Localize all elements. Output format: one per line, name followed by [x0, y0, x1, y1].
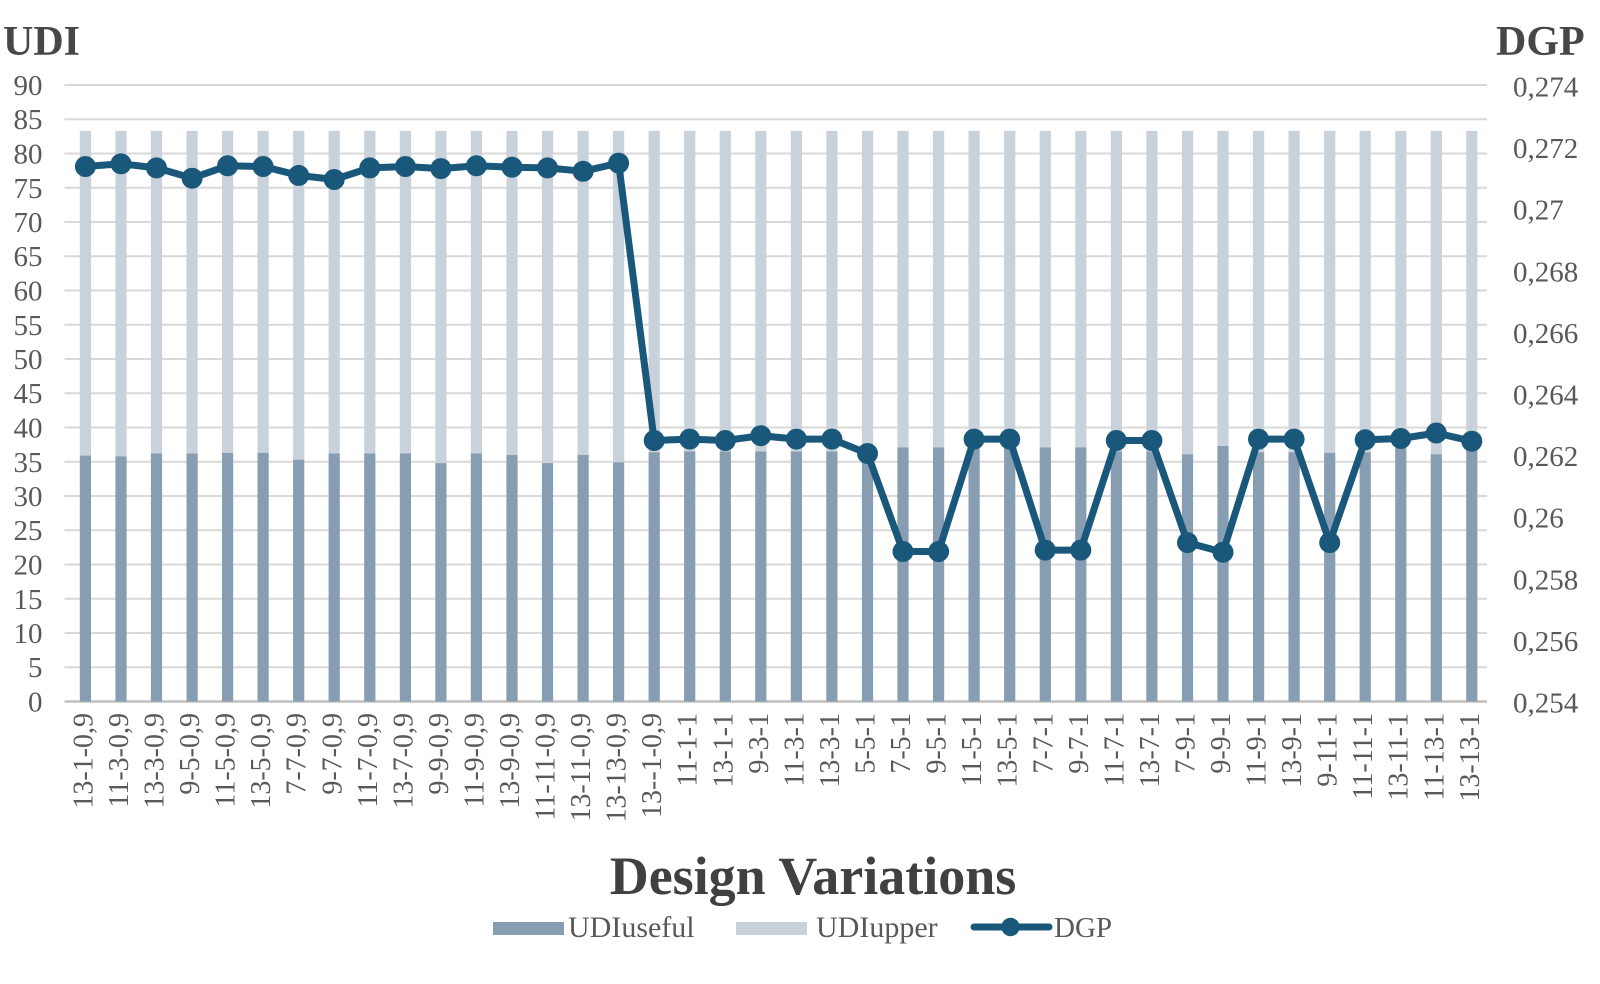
svg-text:85: 85: [14, 104, 43, 136]
svg-text:DGP: DGP: [1054, 912, 1112, 944]
svg-text:20: 20: [14, 550, 43, 582]
svg-text:9-5-0,9: 9-5-0,9: [175, 713, 206, 795]
svg-text:Design Variations: Design Variations: [610, 846, 1017, 906]
svg-text:11-7-1: 11-7-1: [1099, 713, 1130, 787]
svg-text:0,266: 0,266: [1513, 318, 1578, 350]
svg-text:25: 25: [14, 515, 43, 547]
svg-text:13-1-1: 13-1-1: [708, 713, 739, 788]
svg-text:5-5-1: 5-5-1: [851, 713, 882, 774]
svg-text:65: 65: [14, 241, 43, 273]
svg-text:80: 80: [14, 139, 43, 171]
svg-text:0,274: 0,274: [1513, 72, 1579, 104]
svg-text:13-11-1: 13-11-1: [1384, 713, 1415, 801]
svg-text:13-9-1: 13-9-1: [1277, 713, 1308, 788]
svg-text:11-7-0,9: 11-7-0,9: [353, 713, 384, 808]
svg-text:13--1-0,9: 13--1-0,9: [637, 713, 668, 818]
svg-text:13-5-0,9: 13-5-0,9: [246, 713, 277, 809]
svg-text:15: 15: [14, 584, 43, 616]
svg-text:11-13-1: 11-13-1: [1419, 713, 1450, 801]
svg-text:70: 70: [14, 207, 43, 239]
svg-text:0: 0: [28, 687, 43, 719]
svg-text:0,268: 0,268: [1513, 256, 1578, 288]
svg-text:30: 30: [14, 481, 43, 513]
svg-text:0,262: 0,262: [1513, 441, 1578, 473]
svg-text:10: 10: [14, 618, 43, 650]
svg-text:45: 45: [14, 378, 43, 410]
svg-text:11-11-1: 11-11-1: [1348, 713, 1379, 800]
svg-text:13-3-1: 13-3-1: [815, 713, 846, 788]
svg-text:13-3-0,9: 13-3-0,9: [140, 713, 171, 809]
svg-text:11-3-0,9: 11-3-0,9: [104, 713, 135, 808]
svg-text:0,26: 0,26: [1513, 503, 1564, 535]
svg-text:0,258: 0,258: [1513, 564, 1578, 596]
svg-text:40: 40: [14, 413, 43, 445]
svg-text:7-7-0,9: 7-7-0,9: [282, 713, 313, 795]
svg-text:7-9-1: 7-9-1: [1171, 713, 1202, 774]
svg-text:13-5-1: 13-5-1: [993, 713, 1024, 788]
svg-text:60: 60: [14, 276, 43, 308]
svg-text:13-9-0,9: 13-9-0,9: [495, 713, 526, 809]
svg-text:13-1-0,9: 13-1-0,9: [68, 713, 99, 809]
svg-text:13-11-0,9: 13-11-0,9: [566, 713, 597, 822]
svg-text:9-9-1: 9-9-1: [1206, 713, 1237, 774]
svg-text:13-13-0,9: 13-13-0,9: [602, 713, 633, 823]
svg-text:11-9-0,9: 11-9-0,9: [459, 713, 490, 808]
svg-text:11-11-0,9: 11-11-0,9: [531, 713, 562, 821]
svg-text:13-7-0,9: 13-7-0,9: [388, 713, 419, 809]
svg-text:11-5-0,9: 11-5-0,9: [211, 713, 242, 808]
svg-text:11-5-1: 11-5-1: [957, 713, 988, 787]
svg-text:0,272: 0,272: [1513, 133, 1578, 165]
svg-text:11-1-1: 11-1-1: [673, 713, 704, 787]
svg-text:UDI: UDI: [3, 19, 80, 65]
svg-text:UDIuseful: UDIuseful: [568, 911, 695, 944]
svg-text:11-3-1: 11-3-1: [779, 713, 810, 787]
svg-text:0,254: 0,254: [1513, 688, 1579, 720]
svg-text:13-13-1: 13-13-1: [1455, 713, 1486, 802]
svg-text:7-5-1: 7-5-1: [886, 713, 917, 774]
svg-text:55: 55: [14, 310, 43, 342]
svg-text:9-7-0,9: 9-7-0,9: [317, 713, 348, 795]
svg-text:9-7-1: 9-7-1: [1064, 713, 1095, 774]
svg-text:0,256: 0,256: [1513, 626, 1578, 658]
svg-text:50: 50: [14, 344, 43, 376]
svg-text:35: 35: [14, 447, 43, 479]
svg-text:7-7-1: 7-7-1: [1028, 713, 1059, 774]
svg-text:5: 5: [28, 652, 43, 684]
svg-text:11-9-1: 11-9-1: [1242, 713, 1273, 787]
svg-text:9-5-1: 9-5-1: [922, 713, 953, 774]
svg-text:13-7-1: 13-7-1: [1135, 713, 1166, 788]
svg-text:DGP: DGP: [1496, 19, 1585, 65]
svg-text:0,27: 0,27: [1513, 195, 1564, 227]
svg-text:9-3-1: 9-3-1: [744, 713, 775, 774]
svg-text:9-11-1: 9-11-1: [1313, 713, 1344, 787]
svg-text:9-9-0,9: 9-9-0,9: [424, 713, 455, 795]
svg-text:75: 75: [14, 173, 43, 205]
svg-text:90: 90: [14, 70, 43, 102]
svg-text:0,264: 0,264: [1513, 380, 1579, 412]
svg-text:UDIupper: UDIupper: [816, 911, 938, 944]
